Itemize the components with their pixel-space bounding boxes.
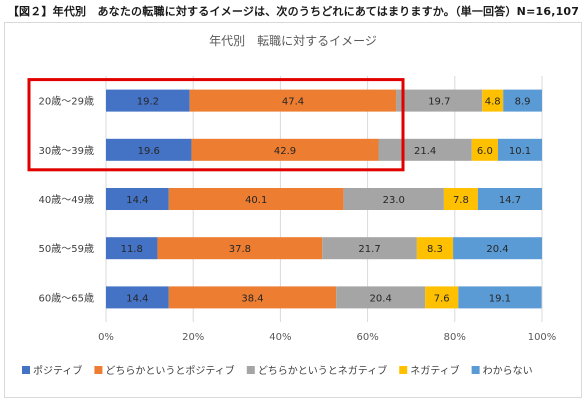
bar-segment	[425, 286, 459, 309]
bar-segment	[396, 89, 483, 112]
bar-segment	[189, 89, 397, 112]
bar-segment	[343, 188, 444, 210]
bar-segment	[458, 286, 542, 309]
bar-segment	[497, 138, 542, 161]
legend-swatch	[246, 366, 255, 374]
highlight-rect	[27, 78, 405, 172]
bar-segment	[471, 138, 498, 161]
x-tick-label: 0%	[98, 332, 114, 343]
data-label: 19.1	[489, 293, 511, 304]
bar-segment	[106, 286, 169, 309]
data-label: 21.7	[358, 244, 380, 255]
legend-label: ネガティブ	[410, 364, 459, 377]
bar-segment	[106, 237, 158, 260]
data-label: 11.8	[121, 244, 143, 255]
legend-swatch	[399, 366, 408, 374]
x-tick-label: 100%	[528, 332, 557, 343]
bar-segment	[443, 188, 478, 210]
bar-segment	[482, 89, 504, 112]
data-label: 21.4	[414, 146, 436, 157]
legend-swatch	[22, 366, 30, 374]
bar-segment	[168, 188, 344, 210]
legend-swatch	[471, 366, 480, 374]
data-label: 14.7	[499, 195, 521, 206]
figure-title: 【図２】年代別 あなたの転職に対するイメージは、次のうちどれにあてはまりますか。…	[7, 5, 580, 18]
bar-segment	[416, 237, 454, 260]
data-label: 14.4	[126, 195, 148, 206]
data-label: 10.1	[509, 146, 531, 157]
data-label: 20.4	[370, 293, 392, 304]
bar-segment	[322, 237, 417, 260]
legend-label: わからない	[483, 365, 533, 377]
data-label: 37.8	[229, 244, 251, 255]
data-label: 8.9	[515, 97, 531, 108]
x-tick-label: 20%	[182, 332, 204, 343]
bar-segment	[157, 237, 323, 260]
bar-segment	[453, 237, 542, 260]
bar-segment	[168, 286, 337, 309]
data-label: 20.4	[486, 244, 508, 255]
bar-segment	[106, 138, 192, 161]
x-tick-label: 60%	[356, 332, 378, 343]
category-label: 30歳～39歳	[39, 145, 94, 157]
bar-segment	[191, 138, 379, 161]
data-label: 42.9	[274, 146, 296, 157]
legend-label: ポジティブ	[33, 364, 82, 377]
category-label: 20歳～29歳	[39, 96, 94, 108]
bar-segment	[477, 188, 542, 210]
chart-title: 年代別 転職に対するイメージ	[209, 34, 377, 48]
category-label: 60歳～65歳	[39, 292, 94, 304]
bar-segment	[106, 188, 169, 210]
category-label: 50歳～59歳	[39, 243, 94, 255]
legend-swatch	[94, 366, 103, 374]
data-label: 40.1	[245, 195, 267, 206]
data-label: 23.0	[383, 195, 405, 206]
data-label: 7.6	[434, 293, 450, 304]
highlight-box	[27, 78, 405, 172]
value-axis-labels: 0% 20% 40% 60% 80% 100%	[98, 332, 556, 343]
bar-segment	[336, 286, 426, 309]
x-tick-label: 40%	[269, 332, 291, 343]
data-label: 38.4	[241, 293, 263, 304]
legend: ポジティブ どちらかというとポジティブ どちらかというとネガティブ ネガティブ わからな…	[22, 364, 533, 377]
category-label: 40歳～49歳	[39, 194, 94, 206]
category-axis-labels: 20歳～29歳 30歳～39歳 40歳～49歳 50歳～59歳 60歳～65歳	[39, 96, 94, 305]
bar-segment	[503, 89, 542, 112]
data-label: 47.4	[282, 97, 304, 108]
data-label: 8.3	[427, 244, 443, 255]
data-label: 19.7	[428, 97, 450, 108]
data-label: 6.0	[477, 146, 493, 157]
data-label: 14.4	[126, 293, 148, 304]
data-label: 7.8	[453, 195, 469, 206]
bar-area: 19.2 47.4 19.7 4.8 8.9 19.6 42.9 21.4 6.0 10.1 14.…	[106, 89, 542, 309]
legend-label: どちらかというとポジティブ	[105, 364, 234, 377]
data-label: 19.2	[137, 97, 159, 108]
legend-label: どちらかというとネガティブ	[258, 364, 387, 377]
data-label: 4.8	[485, 97, 501, 108]
bar-segment	[106, 89, 190, 112]
data-label: 19.6	[138, 146, 160, 157]
x-tick-label: 80%	[444, 332, 466, 343]
